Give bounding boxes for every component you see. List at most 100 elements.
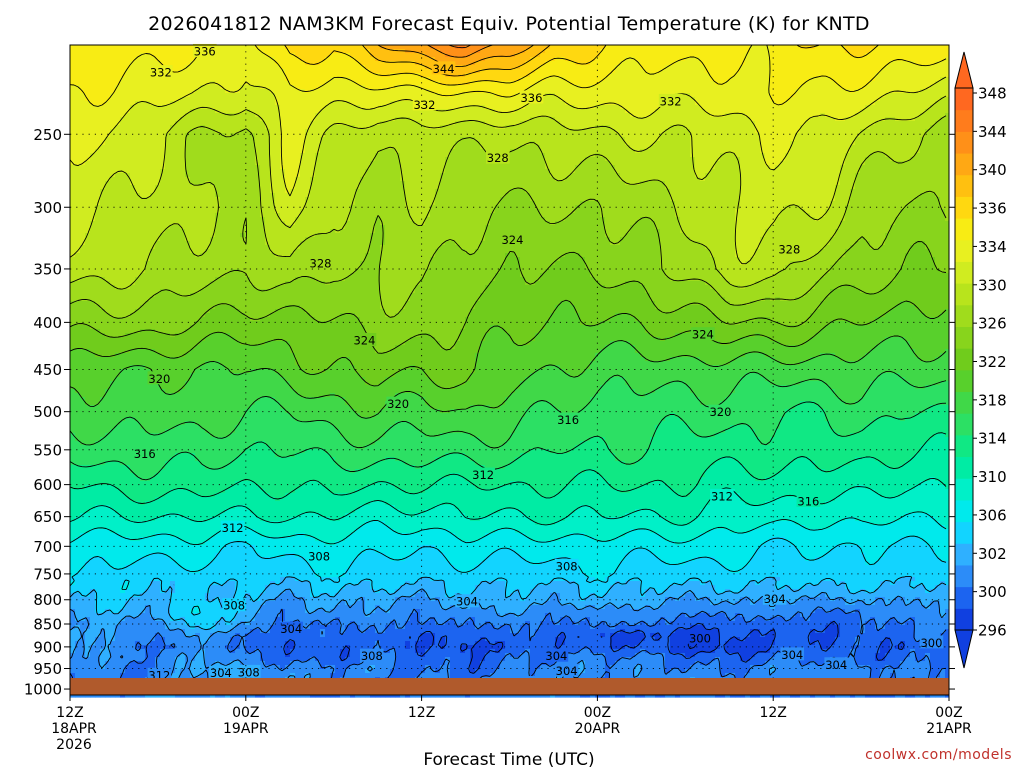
contour-label: 328 — [778, 243, 800, 257]
contour-label: 300 — [920, 636, 942, 650]
y-tick-label: 500 — [33, 403, 62, 421]
y-tick-label: 250 — [33, 126, 62, 144]
contour-label: 304 — [781, 648, 803, 662]
colorbar-segment — [955, 88, 973, 110]
colorbar-segment — [955, 543, 973, 565]
y-tick-label: 650 — [33, 508, 62, 526]
colorbar-tick-label: 296 — [978, 622, 1007, 640]
ground-surface — [70, 678, 949, 695]
contour-label: 332 — [660, 94, 682, 108]
x-tick-label: 20APR — [575, 721, 621, 737]
contour-label: 316 — [557, 413, 579, 427]
colorbar-segment — [955, 587, 973, 609]
contour-label: 320 — [148, 372, 170, 386]
colorbar-segment — [955, 500, 973, 522]
contour-label: 312 — [711, 489, 733, 503]
x-tick-label: 21APR — [926, 721, 972, 737]
y-tick-label: 750 — [33, 565, 62, 583]
contour-label: 328 — [487, 151, 509, 165]
x-tick-label: 00Z — [232, 705, 259, 721]
y-tick-label: 550 — [33, 441, 62, 459]
y-tick-label: 350 — [33, 260, 62, 278]
contour-label: 304 — [825, 658, 847, 672]
colorbar-segment — [955, 435, 973, 457]
colorbar-segment — [955, 131, 973, 153]
contour-label: 312 — [472, 468, 494, 482]
colorbar-segment — [955, 565, 973, 587]
y-tick-label: 600 — [33, 476, 62, 494]
colorbar-tick-label: 330 — [978, 276, 1007, 294]
colorbar-segment — [955, 240, 973, 262]
contour-label: 304 — [556, 664, 578, 678]
contour-label: 344 — [433, 62, 455, 76]
colorbar-segment — [955, 522, 973, 544]
contour-label: 320 — [387, 397, 409, 411]
contour-label: 324 — [501, 233, 523, 247]
contour-label: 336 — [194, 44, 216, 58]
contour-label: 308 — [223, 599, 245, 613]
colorbar-tick-label: 348 — [978, 85, 1007, 103]
contour-label: 304 — [764, 592, 786, 606]
y-tick-label: 1000 — [24, 681, 62, 699]
contour-label: 304 — [456, 595, 478, 609]
colorbar-segment — [955, 608, 973, 630]
contour-label: 332 — [150, 66, 172, 80]
colorbar-tick-label: 326 — [978, 315, 1007, 333]
colorbar-segment — [955, 218, 973, 240]
contour-label: 332 — [414, 98, 436, 112]
x-tick-label: 00Z — [584, 705, 611, 721]
colorbar-tick-label: 344 — [978, 123, 1007, 141]
x-axis-label: Forecast Time (UTC) — [423, 750, 594, 768]
colorbar-tick-label: 300 — [978, 583, 1007, 601]
colorbar-tick-label: 336 — [978, 200, 1007, 218]
colorbar: 2963003023063103143183223263303343363403… — [955, 52, 1007, 668]
x-tick-label: 2026 — [56, 737, 92, 753]
colorbar-segment — [955, 261, 973, 283]
colorbar-tick-label: 302 — [978, 545, 1007, 563]
y-tick-label: 700 — [33, 538, 62, 556]
colorbar-segment — [955, 370, 973, 392]
colorbar-segment — [955, 110, 973, 132]
colorbar-segment — [955, 305, 973, 327]
colorbar-segment — [955, 413, 973, 435]
y-tick-label: 800 — [33, 591, 62, 609]
contour-label: 312 — [222, 521, 244, 535]
contour-label: 308 — [238, 665, 260, 679]
contour-label: 336 — [520, 91, 542, 105]
colorbar-segment — [955, 326, 973, 348]
y-tick-label: 950 — [33, 660, 62, 678]
colorbar-segment — [955, 153, 973, 175]
contour-label: 324 — [692, 328, 714, 342]
contour-label: 316 — [134, 447, 156, 461]
contour-label: 304 — [545, 649, 567, 663]
colorbar-extend-high — [955, 52, 973, 88]
credit-text: coolwx.com/models — [865, 747, 1012, 763]
colorbar-tick-label: 322 — [978, 353, 1007, 371]
colorbar-tick-label: 334 — [978, 238, 1007, 256]
y-tick-label: 400 — [33, 314, 62, 332]
colorbar-segment — [955, 392, 973, 414]
x-tick-label: 12Z — [759, 705, 786, 721]
contour-label: 316 — [797, 494, 819, 508]
x-tick-label: 00Z — [935, 705, 962, 721]
colorbar-segment — [955, 283, 973, 305]
colorbar-tick-label: 314 — [978, 430, 1007, 448]
contour-label: 308 — [556, 559, 578, 573]
colorbar-segment — [955, 196, 973, 218]
contour-label: 304 — [280, 622, 302, 636]
contour-label: 300 — [689, 631, 711, 645]
colorbar-tick-label: 340 — [978, 161, 1007, 179]
x-tick-label: 18APR — [51, 721, 97, 737]
colorbar-tick-label: 310 — [978, 468, 1007, 486]
contour-label: 308 — [361, 649, 383, 663]
colorbar-segment — [955, 348, 973, 370]
colorbar-tick-label: 306 — [978, 506, 1007, 524]
x-tick-label: 12Z — [56, 705, 83, 721]
y-tick-label: 900 — [33, 638, 62, 656]
y-tick-label: 450 — [33, 361, 62, 379]
colorbar-segment — [955, 175, 973, 197]
colorbar-segment — [955, 457, 973, 479]
contour-label: 324 — [353, 333, 375, 347]
